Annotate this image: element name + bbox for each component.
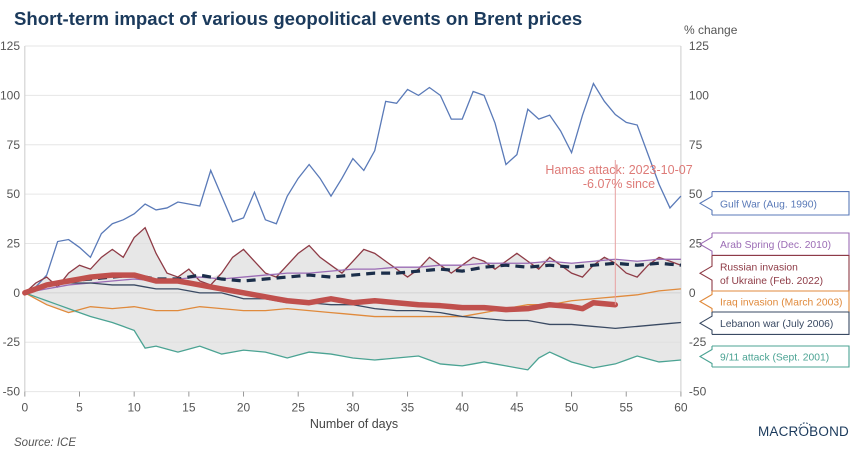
svg-text:25: 25 <box>292 401 306 415</box>
svg-text:Lebanon war (July 2006): Lebanon war (July 2006) <box>720 319 833 330</box>
svg-text:9/11 attack (Sept. 2001): 9/11 attack (Sept. 2001) <box>720 353 829 364</box>
svg-text:Arab Spring (Dec. 2010): Arab Spring (Dec. 2010) <box>720 240 831 251</box>
svg-text:30: 30 <box>346 401 360 415</box>
svg-text:Russian invasion: Russian invasion <box>720 262 798 273</box>
svg-text:25: 25 <box>7 236 21 250</box>
svg-text:0: 0 <box>21 401 28 415</box>
svg-text:45: 45 <box>510 401 524 415</box>
svg-text:100: 100 <box>689 88 709 102</box>
svg-text:125: 125 <box>0 39 20 53</box>
svg-text:-25: -25 <box>689 335 707 349</box>
svg-text:55: 55 <box>620 401 634 415</box>
svg-text:5: 5 <box>76 401 83 415</box>
svg-text:20: 20 <box>237 401 251 415</box>
svg-text:-6.07% since: -6.07% since <box>583 177 655 191</box>
svg-text:10: 10 <box>128 401 142 415</box>
svg-text:50: 50 <box>7 187 21 201</box>
svg-text:-50: -50 <box>3 385 21 399</box>
svg-text:100: 100 <box>0 88 20 102</box>
svg-text:0: 0 <box>13 286 20 300</box>
svg-text:60: 60 <box>674 401 688 415</box>
svg-text:75: 75 <box>7 138 21 152</box>
svg-text:0: 0 <box>689 286 696 300</box>
svg-text:15: 15 <box>182 401 196 415</box>
svg-text:40: 40 <box>456 401 470 415</box>
svg-text:125: 125 <box>689 39 709 53</box>
svg-text:50: 50 <box>565 401 579 415</box>
svg-text:Gulf War (Aug. 1990): Gulf War (Aug. 1990) <box>720 199 817 210</box>
svg-text:-50: -50 <box>689 385 707 399</box>
svg-text:75: 75 <box>689 138 703 152</box>
svg-text:MACROBOND: MACROBOND <box>759 424 849 439</box>
svg-text:Hamas attack: 2023-10-07: Hamas attack: 2023-10-07 <box>545 163 692 177</box>
svg-text:-25: -25 <box>3 335 21 349</box>
svg-text:50: 50 <box>689 187 703 201</box>
svg-text:35: 35 <box>401 401 415 415</box>
svg-text:of Ukraine (Feb. 2022): of Ukraine (Feb. 2022) <box>720 276 823 287</box>
svg-text:Iraq invasion (March 2003): Iraq invasion (March 2003) <box>720 298 842 309</box>
